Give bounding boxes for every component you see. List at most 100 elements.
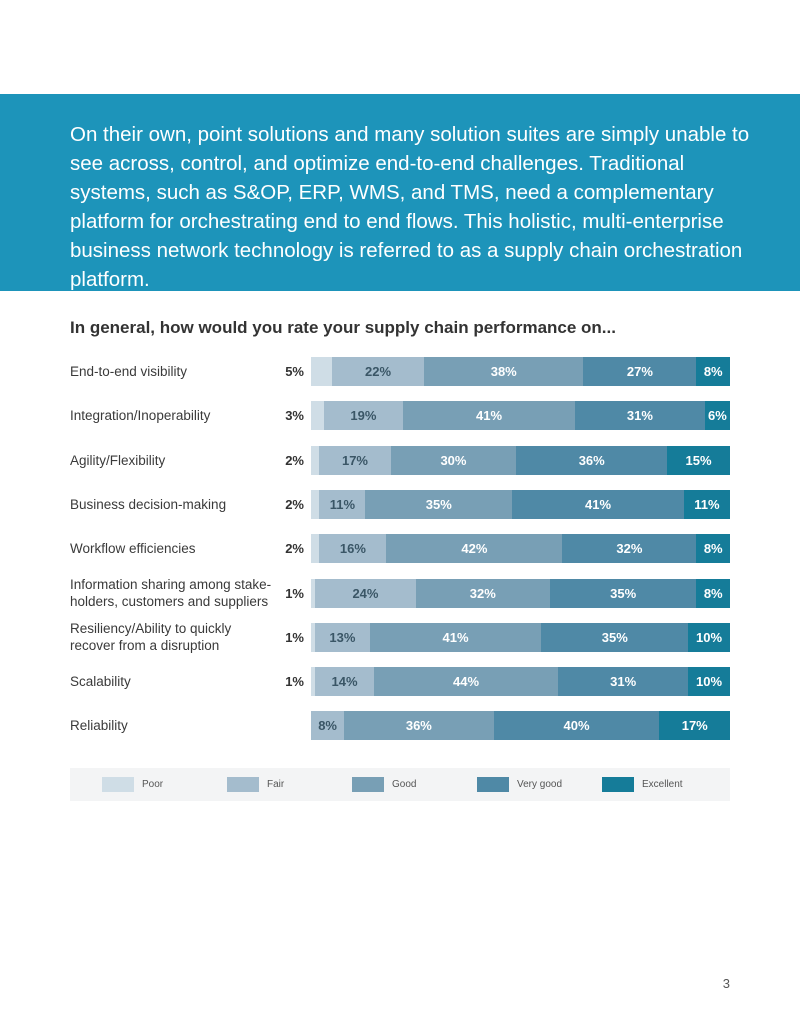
data-label: 8% bbox=[703, 541, 723, 557]
bar-segment-poor bbox=[311, 667, 316, 697]
bar-segment-good bbox=[344, 711, 494, 741]
data-label: 14% bbox=[331, 674, 358, 690]
bar-segment-very-good bbox=[549, 578, 697, 608]
bar-segment-excellent bbox=[696, 578, 730, 608]
bar-segment-fair bbox=[331, 357, 425, 386]
legend-swatch bbox=[352, 777, 384, 792]
bar-segment-very-good bbox=[583, 357, 697, 386]
bar-segment-poor bbox=[311, 401, 324, 431]
category-label: Resiliency/Ability to quickly recover fro… bbox=[70, 620, 275, 654]
data-label: 15% bbox=[685, 452, 712, 468]
category-label-line: Integration/Inoperability bbox=[70, 408, 211, 424]
poor-value-label: 1% bbox=[285, 674, 304, 690]
bar-segment-good bbox=[424, 357, 584, 386]
bar-segment-poor bbox=[311, 622, 316, 652]
category-label-line: holders, customers and suppliers bbox=[70, 594, 269, 609]
poor-value-label: 2% bbox=[285, 496, 304, 512]
category-label: Information sharing among stake-holders,… bbox=[70, 576, 275, 610]
bar-segment-fair bbox=[315, 667, 374, 697]
bar-segment-excellent bbox=[659, 711, 730, 741]
legend-item: Fair bbox=[227, 777, 284, 792]
bar-segment-good bbox=[369, 622, 542, 652]
category-label: Reliability bbox=[70, 717, 275, 734]
bar-segment-very-good bbox=[558, 667, 689, 697]
data-label: 35% bbox=[610, 585, 637, 601]
bar-segment-excellent bbox=[683, 489, 730, 519]
bar-segment-fair bbox=[319, 534, 387, 564]
legend-item: Excellent bbox=[602, 777, 683, 792]
chart-title: In general, how would you rate your supp… bbox=[70, 318, 616, 337]
bar-segment-fair bbox=[315, 622, 370, 652]
bar-segment-very-good bbox=[493, 711, 660, 741]
bar-segment-very-good bbox=[541, 622, 689, 652]
bar-segment-excellent bbox=[696, 357, 730, 386]
data-label: 30% bbox=[440, 452, 467, 468]
poor-value-label: 2% bbox=[285, 541, 304, 557]
category-label-line: Business decision-making bbox=[70, 496, 227, 512]
bar-segment-poor bbox=[311, 445, 320, 475]
data-label: 10% bbox=[696, 674, 723, 690]
bar-segment-fair bbox=[315, 578, 416, 608]
legend-swatch bbox=[477, 777, 509, 792]
bar-segment-very-good bbox=[512, 489, 684, 519]
data-label: 42% bbox=[461, 541, 488, 557]
data-label: 24% bbox=[352, 585, 379, 601]
page-number: 3 bbox=[722, 976, 730, 991]
bar-segment-good bbox=[390, 445, 517, 475]
data-label: 19% bbox=[350, 408, 377, 424]
data-label: 8% bbox=[318, 718, 337, 734]
data-label: 36% bbox=[578, 452, 605, 468]
category-label: Scalability bbox=[70, 673, 275, 690]
data-label: 17% bbox=[681, 718, 708, 734]
chart-legend: Poor Fair Good Very good Excellent bbox=[70, 768, 730, 801]
legend-label: Excellent bbox=[642, 779, 683, 790]
bar-segment-poor bbox=[311, 489, 320, 519]
data-label: 8% bbox=[703, 585, 723, 601]
data-label: 16% bbox=[339, 541, 366, 557]
category-label-line: Scalability bbox=[70, 674, 131, 690]
data-label: 31% bbox=[626, 408, 653, 424]
legend-item: Very good bbox=[477, 777, 562, 792]
bar-segment-fair bbox=[319, 445, 391, 475]
poor-value-label: 1% bbox=[285, 585, 304, 601]
category-label-line: Reliability bbox=[70, 718, 128, 734]
data-label: 22% bbox=[365, 364, 392, 379]
bar-segment-poor bbox=[311, 357, 332, 386]
bar-segment-good bbox=[365, 489, 513, 519]
bar-segment-excellent bbox=[667, 445, 730, 475]
bar-segment-excellent bbox=[704, 401, 730, 431]
data-label: 11% bbox=[694, 496, 720, 512]
poor-value-label: 3% bbox=[285, 408, 304, 424]
bar-segment-very-good bbox=[574, 401, 705, 431]
legend-swatch bbox=[227, 777, 259, 792]
intro-text: On their own, point solutions and many s… bbox=[70, 123, 750, 291]
bar-segment-good bbox=[403, 401, 575, 431]
category-label-line: Resiliency/Ability to quickly bbox=[70, 621, 232, 637]
data-label: 32% bbox=[469, 585, 496, 601]
category-label: End-to-end visibility bbox=[70, 363, 275, 380]
category-label: Agility/Flexibility bbox=[70, 452, 275, 469]
data-label: 41% bbox=[584, 496, 612, 512]
legend-item: Good bbox=[352, 777, 416, 792]
category-label: Workflow efficiencies bbox=[70, 540, 275, 557]
data-label: 17% bbox=[341, 452, 368, 468]
data-label: 36% bbox=[405, 718, 432, 734]
legend-item: Poor bbox=[102, 777, 163, 792]
data-label: 31% bbox=[610, 674, 637, 690]
legend-swatch bbox=[102, 777, 134, 792]
data-label: 10% bbox=[696, 629, 723, 645]
bar-segment-fair bbox=[311, 711, 345, 741]
category-label: Integration/Inoperability bbox=[70, 407, 275, 424]
category-label: Business decision-making bbox=[70, 496, 275, 513]
bar-segment-fair bbox=[323, 401, 404, 431]
legend-label: Poor bbox=[142, 779, 164, 790]
data-label: 40% bbox=[563, 718, 590, 734]
bar-segment-good bbox=[386, 534, 563, 564]
category-label-line: End-to-end visibility bbox=[70, 364, 188, 379]
data-label: 13% bbox=[329, 629, 356, 645]
legend-swatch bbox=[602, 777, 634, 792]
bar-segment-excellent bbox=[696, 534, 730, 564]
bar-segment-poor bbox=[311, 534, 320, 564]
category-label-line: Agility/Flexibility bbox=[70, 452, 166, 468]
data-label: 41% bbox=[476, 408, 503, 424]
